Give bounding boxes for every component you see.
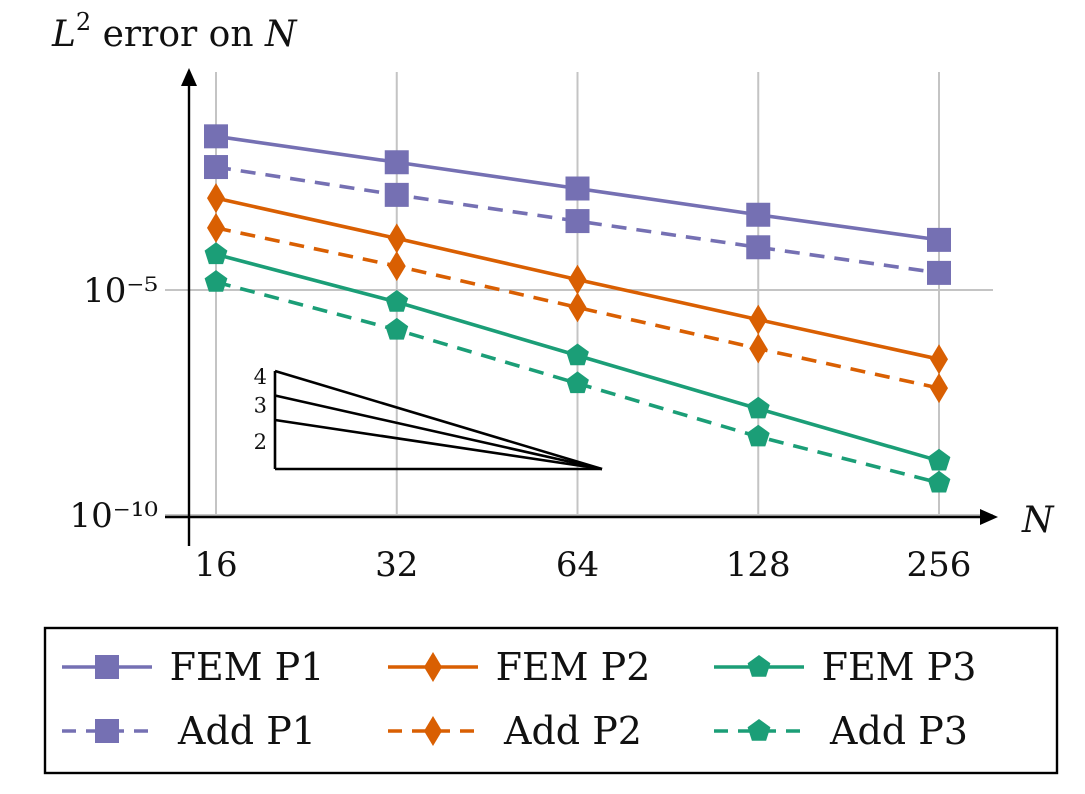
series-fem-p3 — [204, 242, 951, 471]
slope-line-3 — [274, 394, 603, 471]
point-fem-p1-64 — [565, 176, 590, 201]
legend-marker-add-p2 — [424, 716, 442, 746]
y-axis-arrow — [181, 68, 197, 86]
point-add-p1-256 — [927, 260, 951, 285]
legend-label-add-p1: Add P1 — [177, 709, 316, 753]
x-tick-label-256: 256 — [907, 545, 972, 585]
y-tick-label-0: 10⁻⁵ — [83, 271, 158, 311]
series-fem-p1 — [204, 124, 951, 252]
x-tick-label-16: 16 — [194, 545, 237, 585]
x-tick-label-128: 128 — [726, 545, 791, 585]
y-tick-label-1: 10⁻¹⁰ — [70, 496, 158, 536]
series-group — [204, 124, 951, 493]
legend-marker-fem-p3 — [747, 655, 771, 677]
point-fem-p2-256 — [930, 344, 948, 375]
point-fem-p3-32 — [385, 290, 409, 312]
series-line-add-p1 — [215, 165, 940, 275]
legend-marker-add-p1 — [95, 719, 119, 743]
legend-marker-fem-p2 — [424, 652, 442, 682]
slope-label-3: 3 — [254, 393, 267, 417]
legend-box — [43, 626, 1059, 775]
slope-label-4: 4 — [254, 365, 267, 389]
slope-line-2 — [274, 418, 603, 471]
legend-label-fem-p3: FEM P3 — [822, 645, 977, 689]
legend-label-add-p3: Add P3 — [829, 709, 968, 753]
point-fem-p1-128 — [746, 202, 771, 227]
point-add-p3-16 — [204, 270, 228, 292]
grid — [165, 72, 993, 516]
point-add-p2-128 — [749, 333, 768, 364]
point-fem-p2-32 — [387, 223, 406, 254]
legend-marker-fem-p1 — [95, 655, 119, 679]
point-fem-p1-256 — [927, 227, 951, 252]
series-add-p2 — [207, 212, 948, 404]
point-fem-p3-256 — [927, 448, 951, 471]
x-tick-label-64: 64 — [556, 545, 599, 585]
legend-entry-add-p1: Add P1 — [62, 709, 316, 753]
point-add-p1-16 — [204, 155, 228, 180]
point-add-p2-32 — [387, 251, 406, 282]
legend-label-fem-p1: FEM P1 — [170, 645, 325, 689]
point-add-p2-16 — [207, 212, 225, 243]
x-axis-label: N — [1021, 500, 1055, 541]
point-fem-p1-32 — [384, 150, 409, 175]
series-add-p3 — [204, 270, 951, 493]
legend-entry-fem-p3: FEM P3 — [714, 645, 976, 689]
series-fem-p2 — [207, 183, 948, 375]
x-tick-label-32: 32 — [375, 545, 418, 585]
legend-marker-add-p3 — [747, 719, 771, 741]
point-fem-p1-16 — [204, 124, 228, 149]
point-add-p2-64 — [568, 292, 587, 323]
x-axis-arrow — [980, 509, 998, 525]
point-add-p1-32 — [384, 182, 409, 207]
point-fem-p2-64 — [568, 264, 587, 295]
legend-entry-fem-p1: FEM P1 — [62, 645, 324, 689]
point-add-p3-64 — [566, 371, 589, 394]
slope-label-2: 2 — [254, 430, 267, 454]
legend: FEM P1 FEM P2 FEM P3 Add P1 Add P2 Add P3 — [43, 626, 1059, 775]
series-add-p1 — [204, 155, 951, 285]
legend-entry-add-p2: Add P2 — [388, 709, 642, 753]
slope-line-4 — [274, 369, 603, 471]
point-fem-p3-64 — [566, 343, 589, 366]
point-fem-p2-16 — [207, 183, 225, 214]
axes — [165, 68, 998, 546]
point-fem-p3-128 — [746, 396, 770, 419]
legend-label-fem-p2: FEM P2 — [496, 645, 651, 689]
legend-label-add-p2: Add P2 — [503, 709, 642, 753]
legend-entry-fem-p2: FEM P2 — [388, 645, 650, 689]
point-fem-p3-16 — [204, 242, 228, 265]
point-add-p1-64 — [565, 209, 590, 234]
point-add-p2-256 — [930, 373, 948, 404]
point-add-p3-256 — [927, 470, 951, 493]
point-fem-p2-128 — [749, 304, 768, 335]
point-add-p1-128 — [746, 235, 771, 260]
point-add-p3-128 — [746, 424, 770, 447]
legend-entry-add-p3: Add P3 — [714, 709, 968, 753]
y-axis-label: L2 error on N — [51, 8, 298, 55]
slope-triangle: 4 3 2 — [254, 365, 603, 471]
point-add-p3-32 — [385, 317, 409, 340]
